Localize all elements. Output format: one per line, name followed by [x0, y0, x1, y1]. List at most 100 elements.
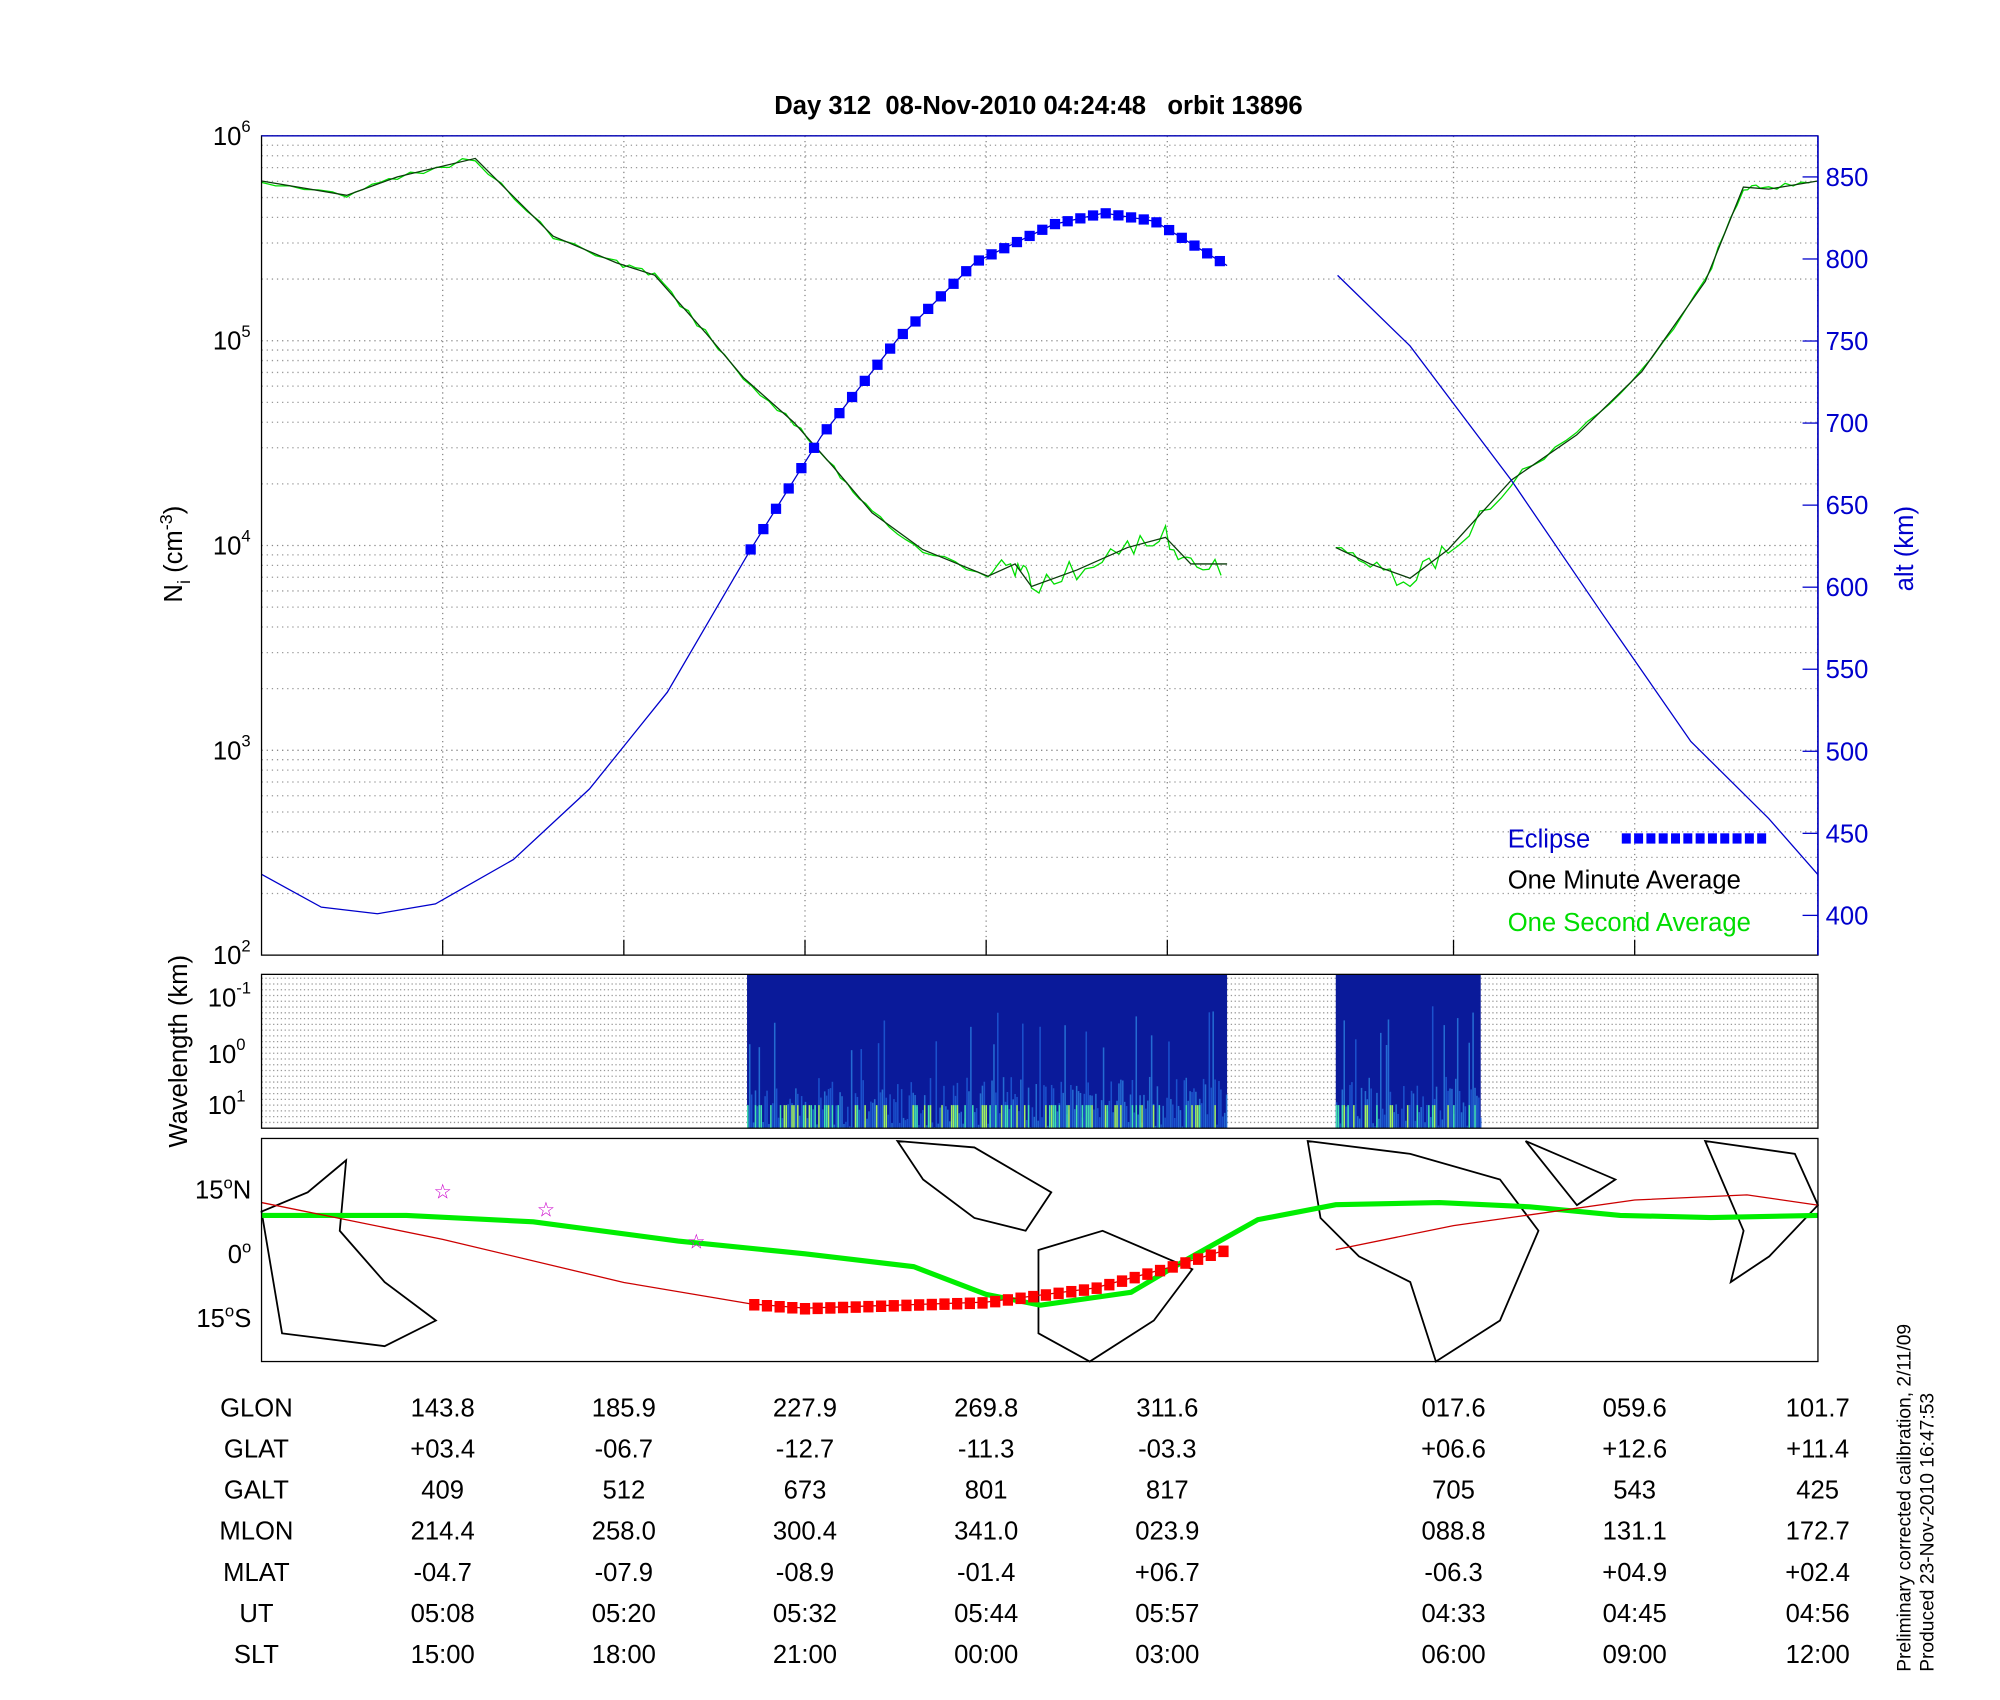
spectrogram-column: [1084, 1094, 1086, 1128]
spectrogram-column: [1166, 1098, 1168, 1128]
y-tick-label: 103: [213, 731, 251, 765]
spectrogram-column-high: [1024, 1105, 1026, 1128]
map-eclipse-marker: [1053, 1288, 1063, 1300]
spectrogram-column: [1184, 1080, 1186, 1128]
map-eclipse-marker: [863, 1301, 873, 1313]
spectrogram-column: [1420, 1107, 1422, 1128]
map-eclipse-marker: [977, 1297, 987, 1309]
map-eclipse-marker: [1104, 1279, 1114, 1291]
spectrogram-column: [1043, 1085, 1045, 1128]
spectrogram-column-high: [1214, 1105, 1216, 1128]
spectrogram-column: [1226, 1095, 1228, 1129]
spectrogram-column: [1345, 1106, 1347, 1128]
map-eclipse-marker: [749, 1299, 759, 1311]
spectrogram-column: [935, 1041, 937, 1128]
eclipse-marker: [898, 329, 908, 339]
spectrogram-column-high: [1468, 1105, 1470, 1128]
legend-eclipse-square: [1634, 833, 1643, 843]
legend-eclipse-square: [1671, 833, 1680, 843]
spectrogram-column-high: [1392, 1105, 1394, 1128]
spectrogram-column: [1128, 1122, 1130, 1128]
spectrogram-column-high: [1342, 1105, 1344, 1128]
spectrogram-column: [874, 1099, 876, 1128]
spectrogram-column-high: [1010, 1105, 1012, 1128]
table-cell: +06.6: [1421, 1436, 1486, 1464]
table-cell: 023.9: [1135, 1518, 1199, 1546]
table-cell: 05:32: [773, 1600, 837, 1628]
spectrogram-column: [1193, 1088, 1195, 1128]
eclipse-marker: [746, 544, 756, 554]
spectrogram-column: [1413, 1093, 1415, 1128]
map-eclipse-marker: [965, 1298, 975, 1310]
table-cell: -08.9: [776, 1559, 834, 1587]
spectrogram-column-high: [989, 1105, 991, 1128]
table-cell: 185.9: [592, 1395, 656, 1423]
spectrogram-column: [1372, 1123, 1374, 1128]
table-cell: +06.7: [1135, 1559, 1200, 1587]
spectrogram-column-high: [1016, 1105, 1018, 1128]
spectrogram-column: [1380, 1033, 1382, 1128]
eclipse-marker: [999, 243, 1009, 253]
spectrogram-column: [1401, 1109, 1403, 1129]
map-eclipse-marker: [1028, 1291, 1038, 1303]
spectrogram-column: [872, 1103, 874, 1128]
map-eclipse-marker: [1155, 1265, 1165, 1277]
map-eclipse-marker: [851, 1301, 861, 1313]
ephemeris-table: GLON 143.8 185.9 227.9 269.8 311.6 017.6 059.6 1…: [219, 1395, 1850, 1669]
table-cell: 05:44: [954, 1600, 1018, 1628]
spectrogram-column: [1440, 1110, 1442, 1128]
spectrogram-tick-label: 101: [208, 1086, 246, 1120]
spectrogram-column-high: [885, 1105, 887, 1128]
spectrogram-column: [970, 1027, 972, 1128]
spectrogram-column-high: [826, 1105, 828, 1128]
series-layer: [262, 158, 1818, 913]
spectrogram-column-high: [1001, 1105, 1003, 1128]
spectrogram-column: [1436, 1087, 1438, 1129]
spectrogram-column: [870, 1102, 872, 1129]
spectrogram-column-high: [1087, 1105, 1089, 1128]
spectrogram-column: [1415, 1121, 1417, 1128]
spectrogram-column-high: [916, 1105, 918, 1128]
spectrogram-column: [1097, 1108, 1099, 1128]
table-cell: 04:33: [1421, 1600, 1485, 1628]
legend-eclipse-square: [1733, 833, 1742, 843]
spectrogram-column-high: [1474, 1105, 1476, 1128]
spectrogram-column-high: [1085, 1105, 1087, 1128]
spectrogram-column-high: [1049, 1105, 1051, 1128]
spectrogram-column: [822, 1109, 824, 1128]
spectrogram-column: [820, 1098, 822, 1129]
eclipse-marker: [771, 504, 781, 514]
spectrogram-column-high: [955, 1105, 957, 1128]
spectrogram-column-high: [809, 1105, 811, 1128]
coastline: [897, 1141, 1051, 1231]
spectrogram-column: [1035, 1084, 1037, 1128]
spectrogram-column: [1126, 1106, 1128, 1128]
spectrogram-column: [1212, 1011, 1214, 1128]
legend-eclipse-square: [1622, 833, 1631, 843]
spectrogram-column: [1020, 1080, 1022, 1129]
density-altitude-panel: 102103104105106 400450500550600650700750…: [156, 117, 1919, 970]
table-cell: 801: [965, 1477, 1008, 1505]
spectrogram-column-high: [784, 1105, 786, 1128]
spectrogram-column: [1103, 1047, 1105, 1128]
table-row-label: SLT: [234, 1641, 279, 1669]
spectrogram-column: [1032, 1107, 1034, 1128]
star-icon: ☆: [687, 1231, 705, 1254]
map-eclipse-marker: [1168, 1261, 1178, 1273]
spectrogram-column: [1411, 1091, 1413, 1128]
table-cell: 05:20: [592, 1600, 656, 1628]
spectrogram-column-high: [1338, 1105, 1340, 1128]
map-eclipse-marker: [813, 1303, 823, 1315]
map-eclipse-marker: [775, 1301, 785, 1313]
spectrogram-column: [1455, 1079, 1457, 1128]
spectrogram-column: [895, 1102, 897, 1128]
spectrogram-column-high: [818, 1105, 820, 1128]
spectrogram-column-high: [1447, 1105, 1449, 1128]
spectrogram-column: [905, 1120, 907, 1128]
chart-title: Day 312 08-Nov-2010 04:24:48 orbit 13896: [774, 92, 1302, 120]
y-axis-label: Ni (cm-3): [156, 506, 194, 603]
table-cell: -07.9: [595, 1559, 653, 1587]
eclipse-marker: [936, 291, 946, 301]
map-eclipse-marker: [1130, 1272, 1140, 1284]
spectrogram-column-high: [832, 1105, 834, 1128]
